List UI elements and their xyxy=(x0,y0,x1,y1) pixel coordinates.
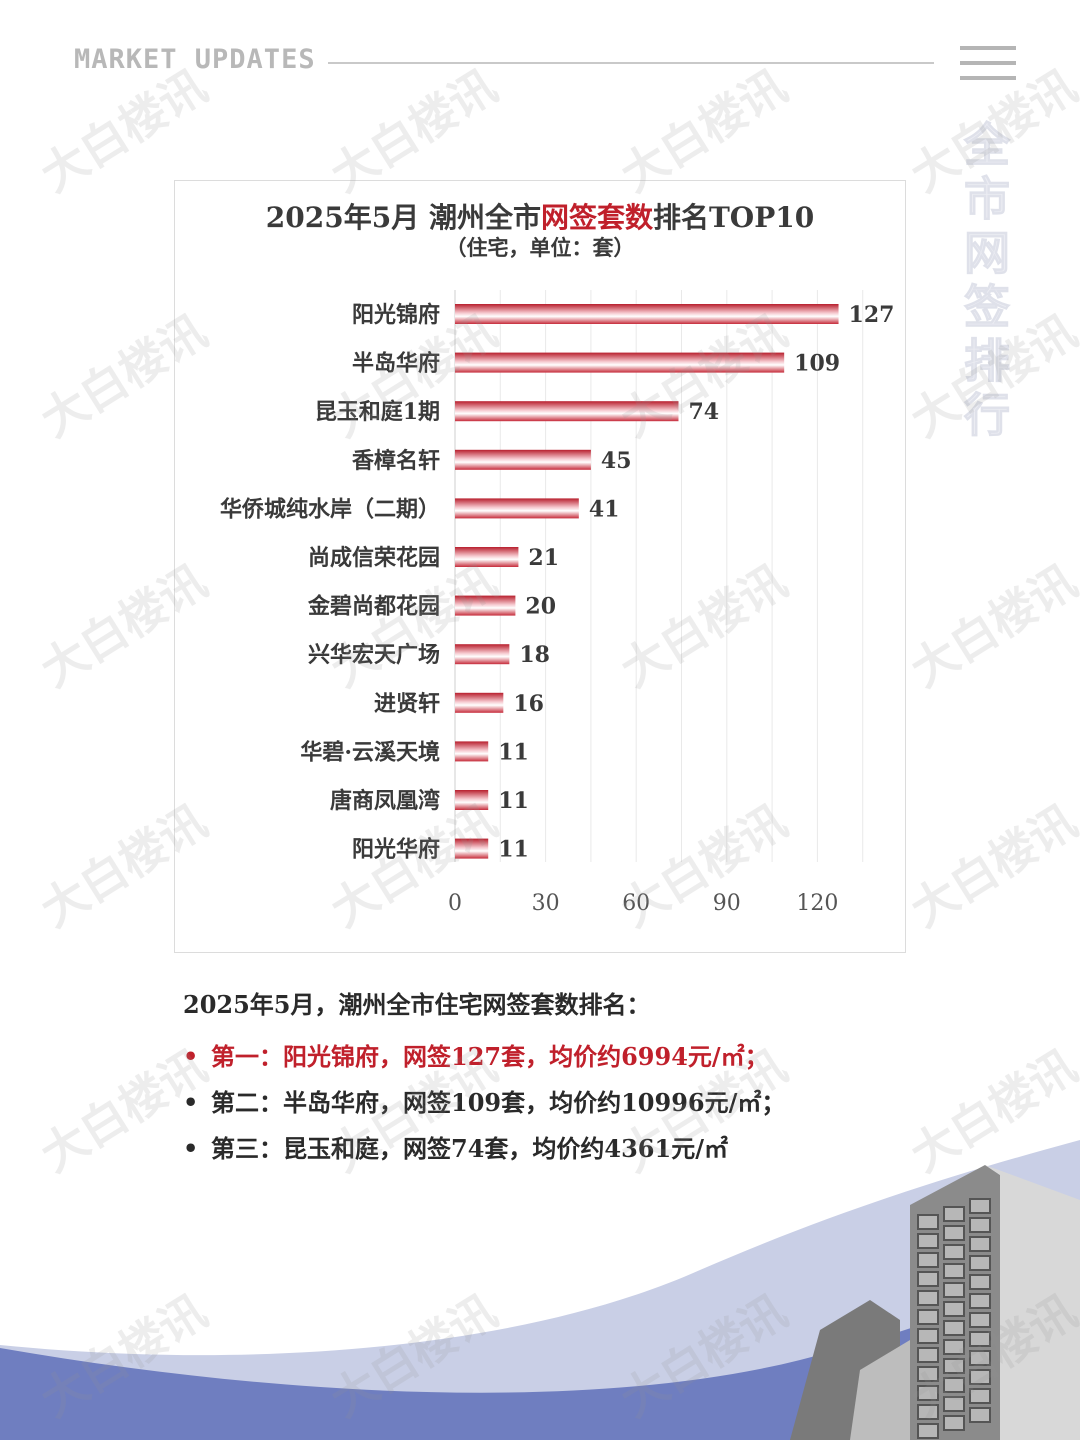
category-label: 尚成信荣花园 xyxy=(308,545,440,571)
building-window xyxy=(917,1309,939,1325)
data-label: 109 xyxy=(794,351,840,377)
bar xyxy=(455,498,579,519)
data-label: 11 xyxy=(498,837,529,863)
building-window xyxy=(943,1282,965,1298)
data-label: 11 xyxy=(498,739,529,765)
data-label: 11 xyxy=(498,788,529,814)
x-tick-label: 30 xyxy=(532,891,560,916)
building-window xyxy=(969,1331,991,1347)
bar xyxy=(455,692,504,713)
building-window xyxy=(917,1423,939,1439)
building-window xyxy=(969,1198,991,1214)
chart-title-highlight: 网签套数 xyxy=(540,201,653,234)
building-window xyxy=(943,1244,965,1260)
building-window xyxy=(943,1206,965,1222)
building-window xyxy=(943,1396,965,1412)
bullet: • xyxy=(183,1042,199,1071)
x-tick-label: 90 xyxy=(713,891,741,916)
bar xyxy=(455,790,489,810)
building-window xyxy=(943,1339,965,1355)
building-window xyxy=(917,1385,939,1401)
bar xyxy=(455,304,839,324)
category-label: 昆玉和庭1期 xyxy=(315,399,440,425)
bullet: • xyxy=(183,1134,199,1163)
category-label: 香樟名轩 xyxy=(352,448,440,474)
building-window xyxy=(969,1388,991,1404)
bar xyxy=(455,352,785,373)
data-label: 20 xyxy=(525,594,556,620)
building-window xyxy=(969,1350,991,1366)
building-window xyxy=(943,1358,965,1374)
chart-subtitle: （住宅，单位：套） xyxy=(445,235,635,260)
chart-frame xyxy=(174,180,906,953)
bullet: • xyxy=(183,1088,199,1117)
data-label: 127 xyxy=(849,302,895,328)
bar xyxy=(455,741,489,762)
bar xyxy=(455,401,679,422)
category-label: 金碧尚都花园 xyxy=(307,594,440,620)
building-window xyxy=(943,1301,965,1317)
menu-icon[interactable] xyxy=(960,46,1016,80)
building-window xyxy=(969,1274,991,1290)
building-window xyxy=(943,1415,965,1431)
header-divider xyxy=(328,62,934,64)
building-window xyxy=(969,1255,991,1271)
building-window xyxy=(969,1293,991,1309)
category-label: 华侨城纯水岸（二期） xyxy=(220,496,440,522)
data-label: 74 xyxy=(688,399,719,425)
building-window xyxy=(969,1236,991,1252)
building-window xyxy=(969,1369,991,1385)
building-window xyxy=(917,1271,939,1287)
building-window xyxy=(969,1312,991,1328)
bar xyxy=(455,449,591,470)
summary-item-first: • 第一：阳光锦府，网签127套，均价约6994元/㎡； xyxy=(183,1034,1043,1080)
category-label: 进贤轩 xyxy=(374,691,440,717)
building-window xyxy=(943,1263,965,1279)
x-tick-label: 120 xyxy=(796,891,838,916)
category-label: 阳光华府 xyxy=(352,837,440,863)
building-window xyxy=(943,1225,965,1241)
building-window xyxy=(943,1320,965,1336)
data-label: 41 xyxy=(589,496,620,522)
category-label: 半岛华府 xyxy=(352,351,440,377)
header-label: MARKET UPDATES xyxy=(74,44,316,75)
bar xyxy=(455,644,510,665)
x-tick-label: 0 xyxy=(448,891,462,916)
summary-section: 2025年5月，潮州全市住宅网签套数排名： • 第一：阳光锦府，网签127套，均价… xyxy=(183,985,1043,1172)
building-window xyxy=(917,1347,939,1363)
building-window xyxy=(917,1252,939,1268)
bar xyxy=(455,595,516,616)
summary-heading: 2025年5月，潮州全市住宅网签套数排名： xyxy=(183,990,651,1019)
data-label: 45 xyxy=(601,448,632,474)
category-label: 阳光锦府 xyxy=(352,302,440,328)
summary-item-third: • 第三：昆玉和庭，网签74套，均价约4361元/㎡ xyxy=(183,1126,1043,1172)
data-label: 16 xyxy=(513,691,544,717)
category-label: 兴华宏天广场 xyxy=(308,642,440,668)
bar xyxy=(455,838,489,859)
data-label: 21 xyxy=(528,545,559,571)
building-window xyxy=(917,1366,939,1382)
building-window xyxy=(969,1407,991,1423)
data-label: 18 xyxy=(519,642,550,668)
category-label: 唐商凤凰湾 xyxy=(330,788,440,814)
category-label: 华碧·云溪天境 xyxy=(300,739,440,765)
summary-item-second: • 第二：半岛华府，网签109套，均价约10996元/㎡； xyxy=(183,1080,1043,1126)
bar xyxy=(455,547,519,567)
x-tick-label: 60 xyxy=(622,891,650,916)
side-title: 全市网签排行 xyxy=(964,118,1011,443)
building-window xyxy=(917,1214,939,1230)
building-window xyxy=(917,1404,939,1420)
building-window xyxy=(943,1377,965,1393)
chart-title: 2025年5月 潮州全市网签套数排名TOP10 xyxy=(265,201,815,234)
building-window xyxy=(917,1328,939,1344)
building-window xyxy=(917,1290,939,1306)
building-window xyxy=(969,1217,991,1233)
building-window xyxy=(917,1233,939,1249)
